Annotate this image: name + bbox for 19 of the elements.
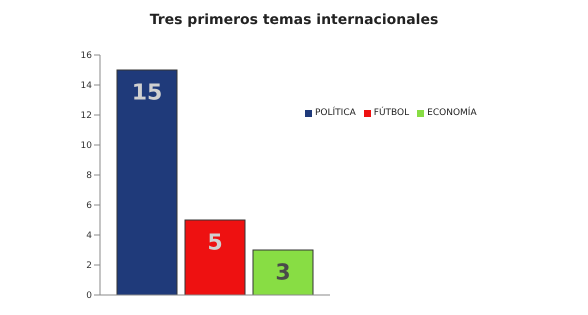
y-tick-label: 16: [80, 51, 92, 62]
data-label: 3: [275, 260, 291, 286]
bar: [116, 70, 178, 295]
y-tick-label: 2: [86, 261, 92, 272]
y-tick-label: 0: [86, 291, 92, 302]
bar: [184, 220, 246, 295]
y-tick-label: 12: [80, 111, 92, 122]
data-label: 15: [132, 80, 162, 106]
legend-label: POLÍTICA: [314, 108, 356, 118]
y-tick-label: 14: [80, 81, 92, 92]
y-tick-label: 10: [80, 141, 92, 152]
data-label: 5: [207, 230, 223, 256]
legend-label: ECONOMÍA: [426, 108, 477, 118]
y-tick-label: 4: [86, 231, 92, 242]
chart-title: Tres primeros temas internacionales: [148, 12, 440, 28]
y-tick-label: 6: [86, 201, 92, 212]
legend-label: FÚTBOL: [372, 108, 410, 118]
y-tick-label: 8: [86, 171, 92, 182]
bar: [252, 250, 314, 295]
